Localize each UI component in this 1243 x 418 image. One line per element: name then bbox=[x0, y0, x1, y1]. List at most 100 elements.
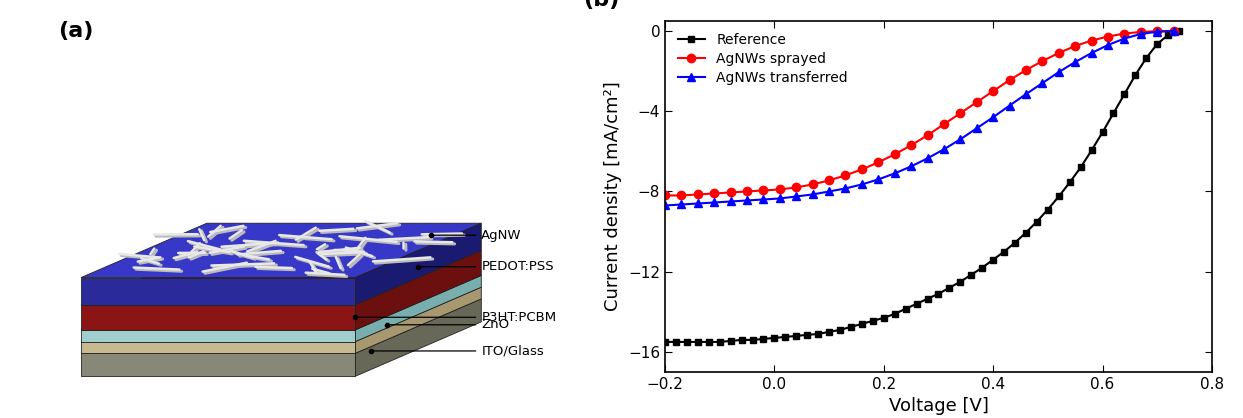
Text: AgNW: AgNW bbox=[434, 229, 522, 242]
AgNWs sprayed bbox=[707, 191, 722, 196]
Text: PEDOT:PSS: PEDOT:PSS bbox=[421, 260, 554, 273]
Reference bbox=[920, 296, 935, 301]
Reference bbox=[701, 339, 716, 344]
Reference bbox=[1029, 219, 1044, 224]
Reference bbox=[997, 249, 1012, 254]
Polygon shape bbox=[355, 250, 481, 330]
AgNWs transferred bbox=[888, 171, 902, 176]
AgNWs transferred bbox=[920, 156, 935, 161]
Reference bbox=[1117, 92, 1132, 97]
AgNWs sprayed bbox=[904, 143, 919, 148]
AgNWs sprayed bbox=[658, 193, 672, 198]
AgNWs transferred bbox=[1084, 51, 1099, 56]
AgNWs sprayed bbox=[953, 111, 968, 116]
Polygon shape bbox=[81, 299, 481, 353]
Reference bbox=[745, 337, 759, 342]
AgNWs transferred bbox=[904, 164, 919, 169]
Reference bbox=[1106, 111, 1121, 116]
AgNWs transferred bbox=[1100, 43, 1115, 48]
AgNWs transferred bbox=[1002, 103, 1017, 108]
AgNWs transferred bbox=[1117, 36, 1132, 41]
AgNWs sprayed bbox=[888, 152, 902, 157]
AgNWs sprayed bbox=[970, 99, 984, 104]
Polygon shape bbox=[355, 223, 481, 305]
AgNWs transferred bbox=[789, 194, 804, 199]
AgNWs sprayed bbox=[1002, 78, 1017, 83]
AgNWs transferred bbox=[936, 147, 951, 152]
AgNWs sprayed bbox=[1052, 51, 1066, 56]
AgNWs sprayed bbox=[920, 133, 935, 138]
AgNWs sprayed bbox=[805, 182, 820, 187]
AgNWs transferred bbox=[723, 199, 738, 204]
Reference bbox=[789, 334, 804, 339]
AgNWs transferred bbox=[658, 203, 672, 208]
AgNWs transferred bbox=[1134, 31, 1149, 36]
Reference bbox=[876, 315, 891, 320]
AgNWs sprayed bbox=[822, 178, 837, 183]
Reference bbox=[931, 291, 946, 296]
AgNWs sprayed bbox=[936, 122, 951, 127]
Reference bbox=[1127, 73, 1142, 78]
Polygon shape bbox=[81, 305, 355, 330]
Polygon shape bbox=[81, 278, 355, 305]
Reference bbox=[865, 319, 880, 324]
AgNWs sprayed bbox=[1166, 28, 1181, 33]
AgNWs sprayed bbox=[1035, 59, 1050, 64]
AgNWs transferred bbox=[986, 115, 1001, 120]
Reference bbox=[1150, 41, 1165, 46]
Polygon shape bbox=[81, 287, 481, 342]
Reference bbox=[1063, 180, 1078, 185]
AgNWs sprayed bbox=[1100, 34, 1115, 39]
AgNWs transferred bbox=[970, 126, 984, 131]
Text: P3HT:PCBM: P3HT:PCBM bbox=[358, 311, 557, 324]
Polygon shape bbox=[81, 342, 355, 353]
AgNWs sprayed bbox=[1068, 43, 1083, 48]
Reference bbox=[1040, 207, 1055, 212]
Reference bbox=[669, 339, 684, 344]
AgNWs transferred bbox=[822, 189, 837, 194]
Polygon shape bbox=[81, 275, 481, 330]
AgNWs sprayed bbox=[854, 167, 869, 172]
AgNWs transferred bbox=[756, 197, 771, 202]
Polygon shape bbox=[81, 353, 355, 376]
AgNWs sprayed bbox=[789, 185, 804, 190]
Reference bbox=[756, 336, 771, 342]
AgNWs sprayed bbox=[1150, 28, 1165, 33]
AgNWs sprayed bbox=[772, 187, 787, 192]
AgNWs sprayed bbox=[723, 190, 738, 195]
Reference bbox=[658, 339, 672, 344]
Reference bbox=[888, 311, 902, 316]
Reference bbox=[1084, 148, 1099, 153]
Reference bbox=[942, 285, 957, 290]
Y-axis label: Current density [mA/cm²]: Current density [mA/cm²] bbox=[604, 82, 623, 311]
AgNWs sprayed bbox=[756, 188, 771, 193]
AgNWs sprayed bbox=[1117, 31, 1132, 36]
Reference bbox=[1095, 130, 1110, 135]
AgNWs transferred bbox=[1166, 28, 1181, 33]
Reference bbox=[963, 272, 978, 277]
Reference bbox=[723, 339, 738, 344]
AgNWs transferred bbox=[1035, 81, 1050, 86]
Line: Reference: Reference bbox=[661, 28, 1182, 345]
AgNWs transferred bbox=[772, 196, 787, 201]
AgNWs transferred bbox=[1068, 59, 1083, 64]
AgNWs transferred bbox=[1150, 29, 1165, 34]
Reference bbox=[1008, 240, 1023, 245]
AgNWs transferred bbox=[871, 177, 886, 182]
Polygon shape bbox=[81, 223, 481, 278]
Reference bbox=[799, 332, 814, 337]
Reference bbox=[1172, 29, 1187, 34]
Reference bbox=[975, 265, 989, 270]
AgNWs sprayed bbox=[986, 89, 1001, 94]
AgNWs transferred bbox=[1018, 92, 1033, 97]
X-axis label: Voltage [V]: Voltage [V] bbox=[889, 398, 988, 415]
Text: (b): (b) bbox=[583, 0, 619, 10]
Reference bbox=[1018, 230, 1033, 235]
Reference bbox=[735, 337, 750, 342]
AgNWs transferred bbox=[1052, 69, 1066, 74]
Reference bbox=[833, 327, 848, 332]
Polygon shape bbox=[81, 330, 355, 342]
Reference bbox=[680, 339, 695, 344]
Polygon shape bbox=[355, 299, 481, 376]
Reference bbox=[953, 279, 968, 284]
